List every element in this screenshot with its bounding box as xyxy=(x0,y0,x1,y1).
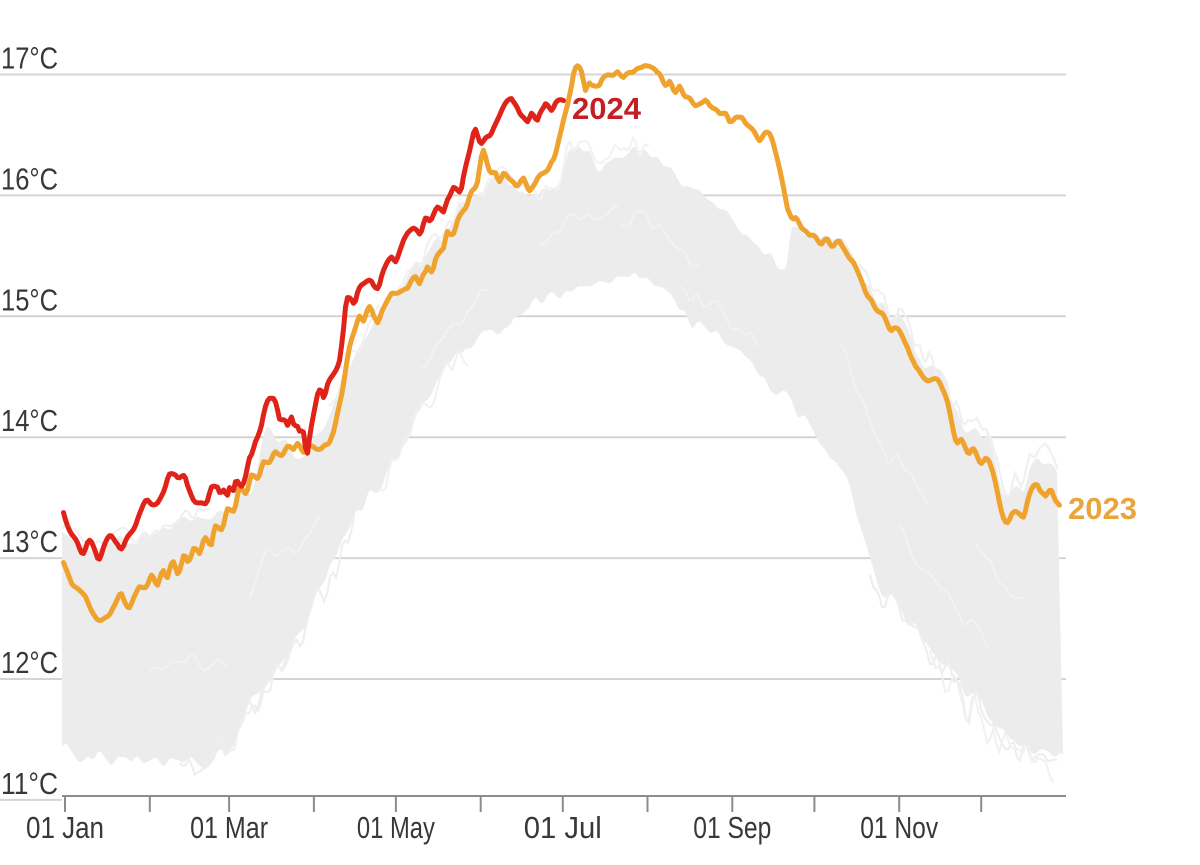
svg-text:01 Nov: 01 Nov xyxy=(860,810,938,845)
svg-text:01 Mar: 01 Mar xyxy=(190,810,268,845)
svg-text:01 May: 01 May xyxy=(357,810,435,845)
svg-text:2023: 2023 xyxy=(1068,491,1137,526)
svg-text:11°C: 11°C xyxy=(1,766,58,801)
svg-text:16°C: 16°C xyxy=(1,161,58,196)
svg-text:01 Sep: 01 Sep xyxy=(693,810,771,845)
svg-text:15°C: 15°C xyxy=(1,282,58,317)
svg-text:13°C: 13°C xyxy=(1,524,58,559)
svg-text:01 Jan: 01 Jan xyxy=(26,810,104,845)
svg-text:01 Jul: 01 Jul xyxy=(524,810,602,845)
svg-text:14°C: 14°C xyxy=(1,403,58,438)
svg-text:12°C: 12°C xyxy=(1,645,58,680)
svg-text:2024: 2024 xyxy=(572,91,642,126)
svg-text:17°C: 17°C xyxy=(1,41,58,76)
